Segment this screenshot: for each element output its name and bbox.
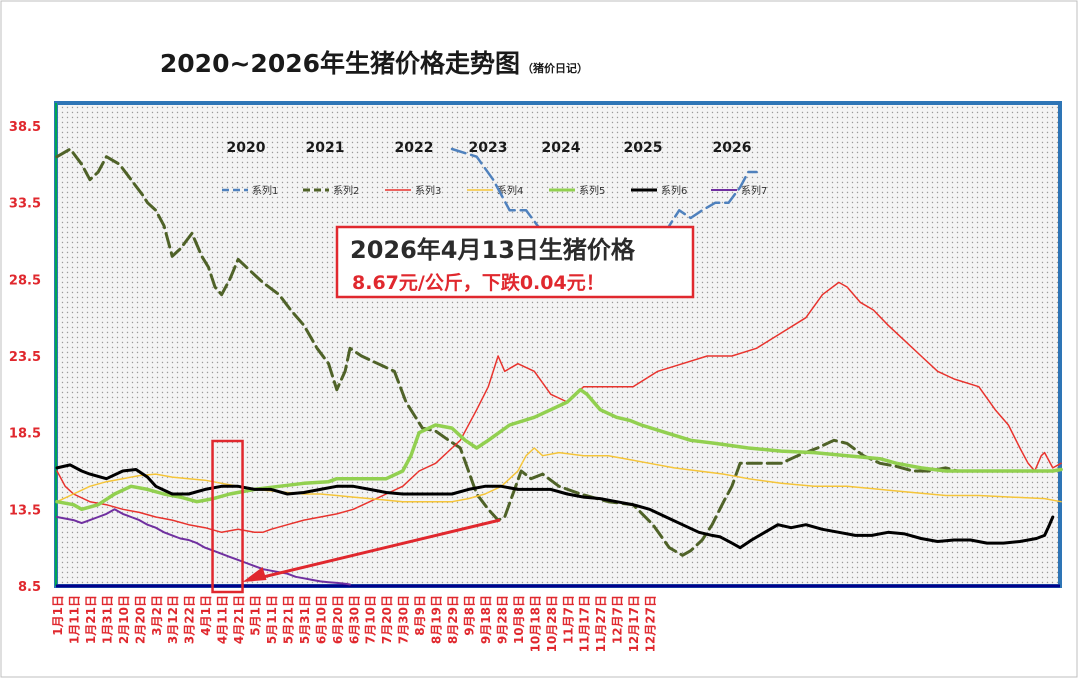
pointer-arrow-line xyxy=(250,518,501,582)
x-tick-label: 4月11日 xyxy=(216,595,230,644)
x-tick-label: 6月20日 xyxy=(331,595,345,644)
y-tick-label: 8.5 xyxy=(18,580,41,595)
x-tick-label: 3月2日 xyxy=(150,595,164,636)
legend-label: 系列4 xyxy=(497,184,523,197)
x-tick-label: 10月18日 xyxy=(528,595,542,652)
legend-label: 系列7 xyxy=(741,184,767,197)
x-tick-label: 5月21日 xyxy=(281,595,295,644)
legend-label: 系列1 xyxy=(252,184,278,197)
plot-area xyxy=(54,101,1062,588)
pointer-arrow-head xyxy=(242,567,267,582)
series-line-4 xyxy=(56,447,1062,503)
x-tick-label: 7月30日 xyxy=(397,595,411,644)
legend-label: 系列3 xyxy=(415,184,441,197)
legend-label: 系列6 xyxy=(661,184,687,197)
series-line-5 xyxy=(55,387,1063,512)
year-label: 2021 xyxy=(306,140,345,156)
annotation-box: 2026年4月13日生猪价格 8.67元/公斤，下跌0.04元！ xyxy=(335,225,695,299)
x-tick-label: 9月28日 xyxy=(495,595,509,644)
annotation-line2: 8.67元/公斤，下跌0.04元！ xyxy=(352,271,605,294)
x-tick-label: 11月27日 xyxy=(594,595,608,652)
x-tick-label: 1月31日 xyxy=(100,595,114,644)
y-tick-label: 23.5 xyxy=(9,350,41,365)
x-tick-label: 3月12日 xyxy=(166,595,180,644)
x-tick-label: 9月18日 xyxy=(479,595,493,644)
x-tick-label: 12月17日 xyxy=(627,595,641,652)
x-tick-label: 3月22日 xyxy=(183,595,197,644)
series-line-3 xyxy=(56,281,1062,534)
year-label: 2023 xyxy=(469,140,508,156)
chart-title: 2020~2026年生猪价格走势图 xyxy=(160,49,520,78)
legend-label: 系列2 xyxy=(333,184,359,197)
annotation-line1: 2026年4月13日生猪价格 xyxy=(350,236,636,264)
x-tick-label: 8月29日 xyxy=(446,595,460,644)
x-tick-label: 1月11日 xyxy=(67,595,81,644)
year-label: 2025 xyxy=(624,140,663,156)
highlight-box xyxy=(211,439,244,594)
x-tick-label: 11月7日 xyxy=(561,595,575,644)
x-tick-label: 10月8日 xyxy=(512,595,526,644)
y-tick-label: 33.5 xyxy=(9,197,41,212)
x-tick-label: 5月31日 xyxy=(298,595,312,644)
x-tick-label: 8月19日 xyxy=(430,595,444,644)
legend-label: 系列5 xyxy=(579,184,605,197)
x-tick-label: 1月1日 xyxy=(51,595,65,636)
x-tick-label: 2月20日 xyxy=(133,595,147,644)
x-tick-label: 5月11日 xyxy=(265,595,279,644)
year-label: 2020 xyxy=(227,140,266,156)
series-line-6 xyxy=(55,463,1055,550)
year-label: 2022 xyxy=(395,140,434,156)
x-tick-label: 7月10日 xyxy=(364,595,378,644)
x-tick-label: 8月9日 xyxy=(413,595,427,636)
y-tick-label: 13.5 xyxy=(9,503,41,518)
x-tick-label: 7月20日 xyxy=(380,595,394,644)
year-label: 2026 xyxy=(713,140,752,156)
x-tick-label: 6月10日 xyxy=(314,595,328,644)
x-tick-label: 4月21日 xyxy=(232,595,246,644)
y-tick-label: 18.5 xyxy=(9,427,41,442)
x-tick-label: 6月30日 xyxy=(347,595,361,644)
year-label: 2024 xyxy=(542,140,581,156)
chart-title-note: （猪价日记） xyxy=(522,61,588,75)
x-tick-label: 10月28日 xyxy=(545,595,559,652)
x-tick-label: 11月17日 xyxy=(578,595,592,652)
x-tick-label: 12月27日 xyxy=(644,595,658,652)
x-tick-label: 2月10日 xyxy=(117,595,131,644)
y-tick-label: 28.5 xyxy=(9,273,41,288)
x-tick-label: 9月8日 xyxy=(463,595,477,636)
series-line-7 xyxy=(56,508,351,586)
y-tick-label: 38.5 xyxy=(9,120,41,135)
series-line-2 xyxy=(55,147,959,557)
x-tick-label: 4月1日 xyxy=(199,595,213,636)
x-tick-label: 5月1日 xyxy=(249,595,263,636)
x-tick-label: 12月7日 xyxy=(611,595,625,644)
x-tick-label: 1月21日 xyxy=(84,595,98,644)
